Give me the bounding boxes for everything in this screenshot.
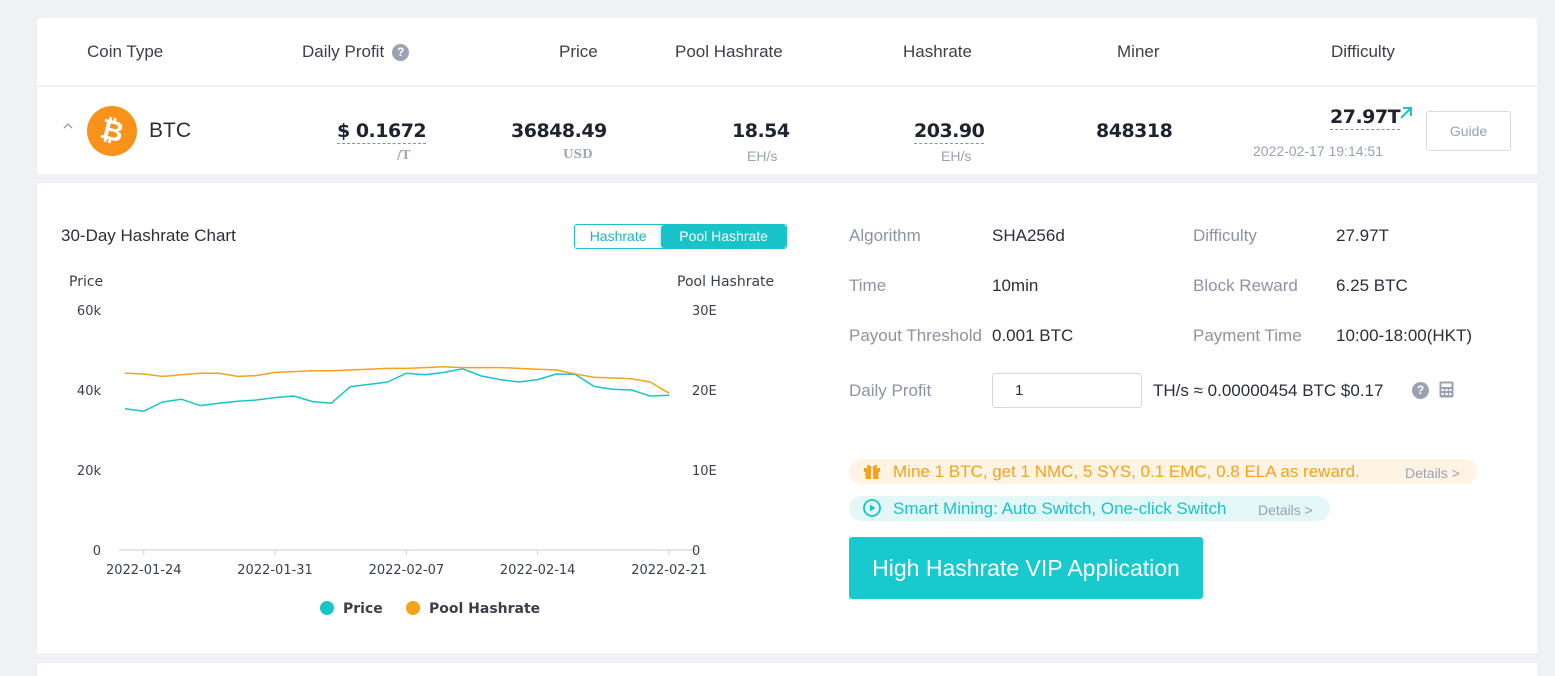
toggle-pool-hashrate[interactable]: Pool Hashrate [661, 225, 786, 248]
col-hashrate: Hashrate [903, 42, 972, 61]
left-tick-label: 40k [77, 384, 102, 399]
btc-logo-icon: ₿ [81, 100, 143, 162]
difficulty-timestamp: 2022-02-17 19:14:51 [1253, 143, 1383, 159]
x-tick-label: 2022-02-21 [631, 563, 707, 578]
col-daily-profit: Daily Profit? [302, 42, 410, 62]
chart-lines [124, 366, 670, 412]
price-value: 36848.49 [511, 120, 607, 142]
pool-hashrate-value: 18.54 [732, 120, 790, 142]
help-icon[interactable]: ? [392, 44, 410, 61]
chart-title: 30-Day Hashrate Chart [61, 226, 236, 245]
col-price: Price [559, 42, 598, 61]
right-tick-label: 20E [692, 384, 717, 399]
next-row-edge [37, 663, 1537, 676]
chart-axes: 0 20k 40k 60k 0 10E 20E 30E 2022-01-24 2022-01-31… [77, 304, 717, 578]
payout-threshold-value: 0.001 BTC [992, 326, 1074, 345]
col-pool-hashrate: Pool Hashrate [675, 42, 783, 61]
gift-icon [864, 464, 880, 479]
legend-marker-price [320, 601, 334, 615]
block-reward-value: 6.25 BTC [1336, 276, 1408, 295]
left-tick-label: 20k [77, 464, 102, 479]
col-miner: Miner [1117, 42, 1160, 61]
legend-label-pool-hashrate: Pool Hashrate [429, 601, 540, 617]
reward-details-link[interactable]: Details > [1405, 465, 1460, 481]
time-label: Time [849, 276, 887, 295]
reward-promo-text: Mine 1 BTC, get 1 NMC, 5 SYS, 0.1 EMC, 0… [893, 462, 1360, 481]
payment-time-value: 10:00-18:00(HKT) [1336, 326, 1473, 345]
left-tick-label: 0 [93, 544, 101, 559]
legend-marker-pool-hashrate [406, 601, 420, 615]
algorithm-value: SHA256d [992, 226, 1065, 245]
time-value: 10min [992, 276, 1039, 295]
payment-time-label: Payment Time [1193, 326, 1302, 345]
vip-application-button[interactable]: High Hashrate VIP Application [849, 537, 1203, 599]
hashrate-chart: Price Pool Hashrate 0 20k 40k 60k 0 10E 20E 30E… [69, 274, 774, 617]
x-tick-label: 2022-01-31 [237, 563, 313, 578]
x-tick-label: 2022-02-07 [369, 563, 445, 578]
reward-promo[interactable]: Mine 1 BTC, get 1 NMC, 5 SYS, 0.1 EMC, 0… [849, 459, 1477, 484]
algorithm-label: Algorithm [849, 226, 921, 245]
coin-name: BTC [149, 119, 191, 142]
right-tick-label: 0 [692, 544, 700, 559]
series-line-price [124, 368, 670, 412]
arrow-up-right-icon [1400, 107, 1412, 119]
x-tick-label: 2022-01-24 [106, 563, 182, 578]
right-tick-label: 30E [692, 304, 717, 319]
hashrate-value[interactable]: 203.90 [914, 120, 985, 144]
difficulty-label: Difficulty [1193, 226, 1257, 245]
chart-legend: Price Pool Hashrate [320, 601, 540, 617]
payout-threshold-label: Payout Threshold [849, 326, 982, 345]
daily-profit-unit: /T [397, 148, 411, 162]
right-tick-label: 10E [692, 464, 717, 479]
table-header: Coin Type Daily Profit? Price Pool Hashr… [37, 18, 1537, 85]
toggle-hashrate[interactable]: Hashrate [575, 225, 662, 248]
difficulty-info-value: 27.97T [1336, 226, 1389, 245]
series-line-pool-hashrate [124, 366, 670, 394]
left-axis-label: Price [69, 274, 103, 290]
guide-button[interactable]: Guide [1426, 111, 1511, 151]
hashrate-input[interactable] [992, 373, 1142, 408]
daily-profit-label: Daily Profit [849, 381, 932, 400]
block-reward-label: Block Reward [1193, 276, 1298, 295]
price-unit: USD [563, 147, 593, 161]
difficulty-value[interactable]: 27.97T [1330, 106, 1401, 130]
daily-profit-value[interactable]: $ 0.1672 [337, 120, 427, 144]
pool-hashrate-unit: EH/s [747, 148, 778, 164]
calculator-icon[interactable] [1439, 381, 1454, 398]
hashrate-unit: EH/s [941, 148, 972, 164]
chevron-up-icon[interactable] [62, 120, 74, 132]
coin-row-btc[interactable]: ₿ BTC $ 0.1672 /T 36848.49 USD 18.54 EH/… [37, 86, 1537, 174]
col-daily-profit-label: Daily Profit [302, 42, 385, 61]
miner-value: 848318 [1096, 120, 1173, 142]
play-icon [863, 499, 881, 517]
smart-mining-details-link[interactable]: Details > [1258, 502, 1313, 518]
col-difficulty: Difficulty [1331, 42, 1395, 61]
smart-mining-text: Smart Mining: Auto Switch, One-click Swi… [893, 499, 1227, 518]
help-icon[interactable]: ? [1412, 382, 1429, 399]
legend-label-price: Price [343, 601, 383, 617]
chart-toggle: Hashrate Pool Hashrate [574, 224, 787, 249]
x-tick-label: 2022-02-14 [500, 563, 576, 578]
col-coin-type: Coin Type [87, 42, 164, 61]
right-axis-label: Pool Hashrate [677, 274, 774, 290]
daily-profit-result: TH/s ≈ 0.00000454 BTC $0.17 [1153, 381, 1384, 400]
coin-detail-panel: 30-Day Hashrate Chart Hashrate Pool Hash… [37, 183, 1537, 653]
left-tick-label: 60k [77, 304, 102, 319]
smart-mining-promo[interactable]: Smart Mining: Auto Switch, One-click Swi… [849, 496, 1330, 521]
